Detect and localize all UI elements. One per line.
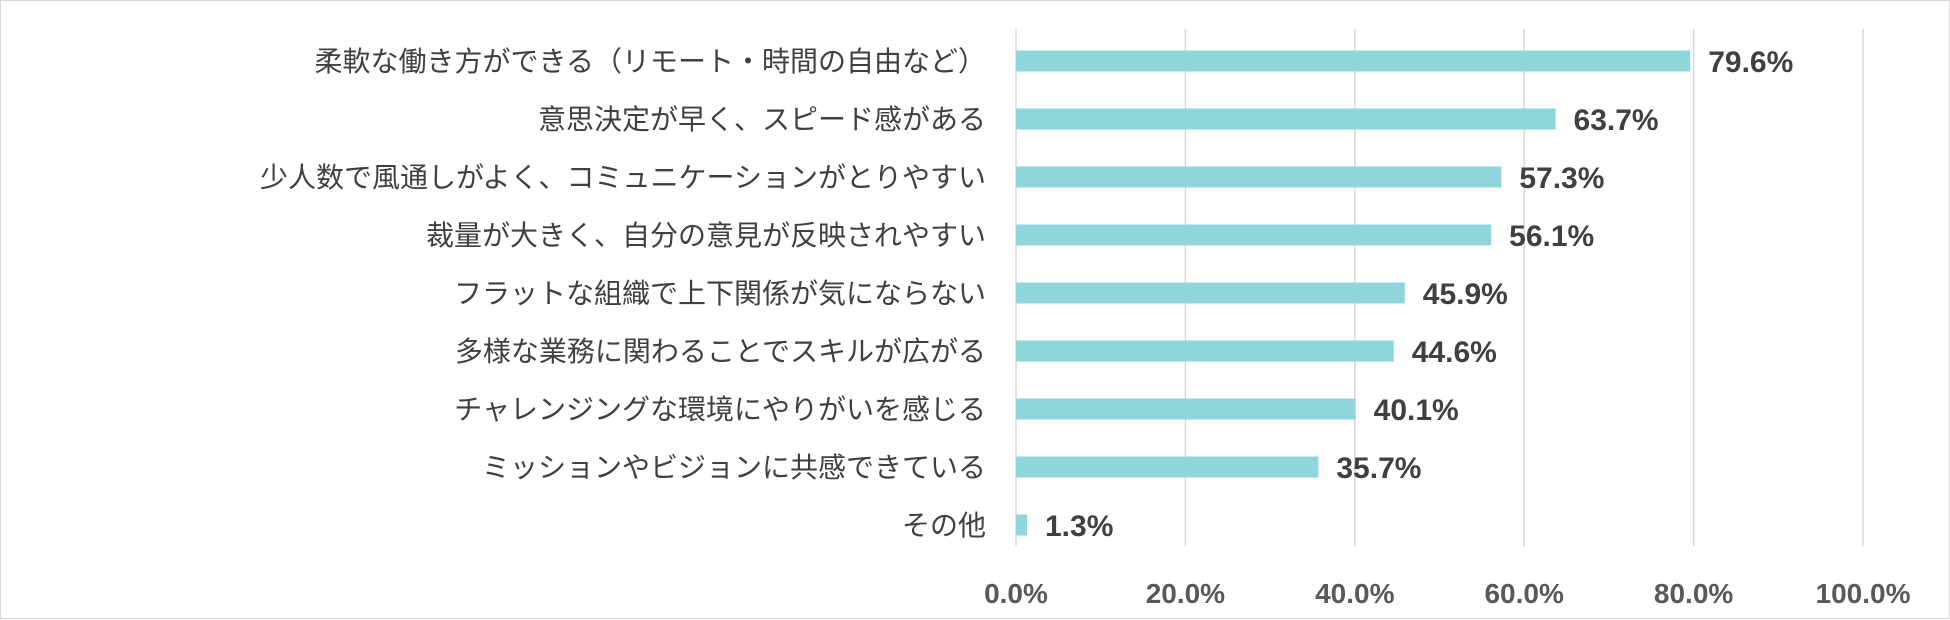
bar	[1016, 456, 1319, 478]
data-label: 44.6%	[1412, 336, 1497, 369]
x-tick-label: 0.0%	[984, 578, 1048, 609]
value-labels: 79.6% 63.7% 57.3% 56.1%45.9% 44.6% 40.1% 35.7%…	[1045, 46, 1793, 543]
data-label: 57.3%	[1519, 162, 1604, 195]
category-label: 多様な業務に関わることでスキルが広がる	[455, 335, 986, 368]
x-tick-label: 40.0%	[1315, 578, 1394, 609]
data-label: 1.3%	[1045, 510, 1113, 543]
x-tick-label: 20.0%	[1146, 578, 1225, 609]
data-label: 35.7%	[1336, 452, 1421, 485]
bar	[1016, 108, 1556, 130]
category-label: 裁量が大きく、自分の意見が反映されやすい	[426, 219, 986, 252]
bar	[1016, 398, 1356, 420]
data-label: 40.1%	[1374, 394, 1459, 427]
category-label: フラットな組織で上下関係が気にならない	[454, 277, 986, 310]
x-tick-label: 60.0%	[1484, 578, 1563, 609]
bar	[1016, 224, 1492, 246]
category-label: ミッションやビジョンに共感できている	[482, 451, 986, 484]
category-label: 柔軟な働き方ができる（リモート・時間の自由など）	[315, 45, 986, 78]
bar	[1016, 166, 1502, 188]
x-axis-tick-labels: 0.0% 20.0% 40.0% 60.0% 80.0% 100.0%	[984, 578, 1910, 609]
bars	[1016, 50, 1691, 536]
data-label: 79.6%	[1708, 46, 1793, 79]
data-label: 63.7%	[1574, 104, 1659, 137]
x-tick-label: 100.0%	[1816, 578, 1911, 609]
category-label: チャレンジングな環境にやりがいを感じる	[454, 393, 986, 426]
data-label: 56.1%	[1509, 220, 1594, 253]
bar	[1016, 514, 1028, 536]
category-labels: 柔軟な働き方ができる（リモート・時間の自由など） 意思決定が早く、スピード感がある…	[260, 45, 986, 542]
category-label: 意思決定が早く、スピード感がある	[538, 103, 986, 136]
bar	[1016, 50, 1691, 72]
x-tick-label: 80.0%	[1654, 578, 1733, 609]
bar	[1016, 340, 1394, 362]
bar	[1016, 282, 1405, 304]
data-label: 45.9%	[1423, 278, 1508, 311]
category-label: その他	[902, 509, 986, 542]
category-label: 少人数で風通しがよく、コミュニケーションがとりやすい	[260, 161, 986, 194]
